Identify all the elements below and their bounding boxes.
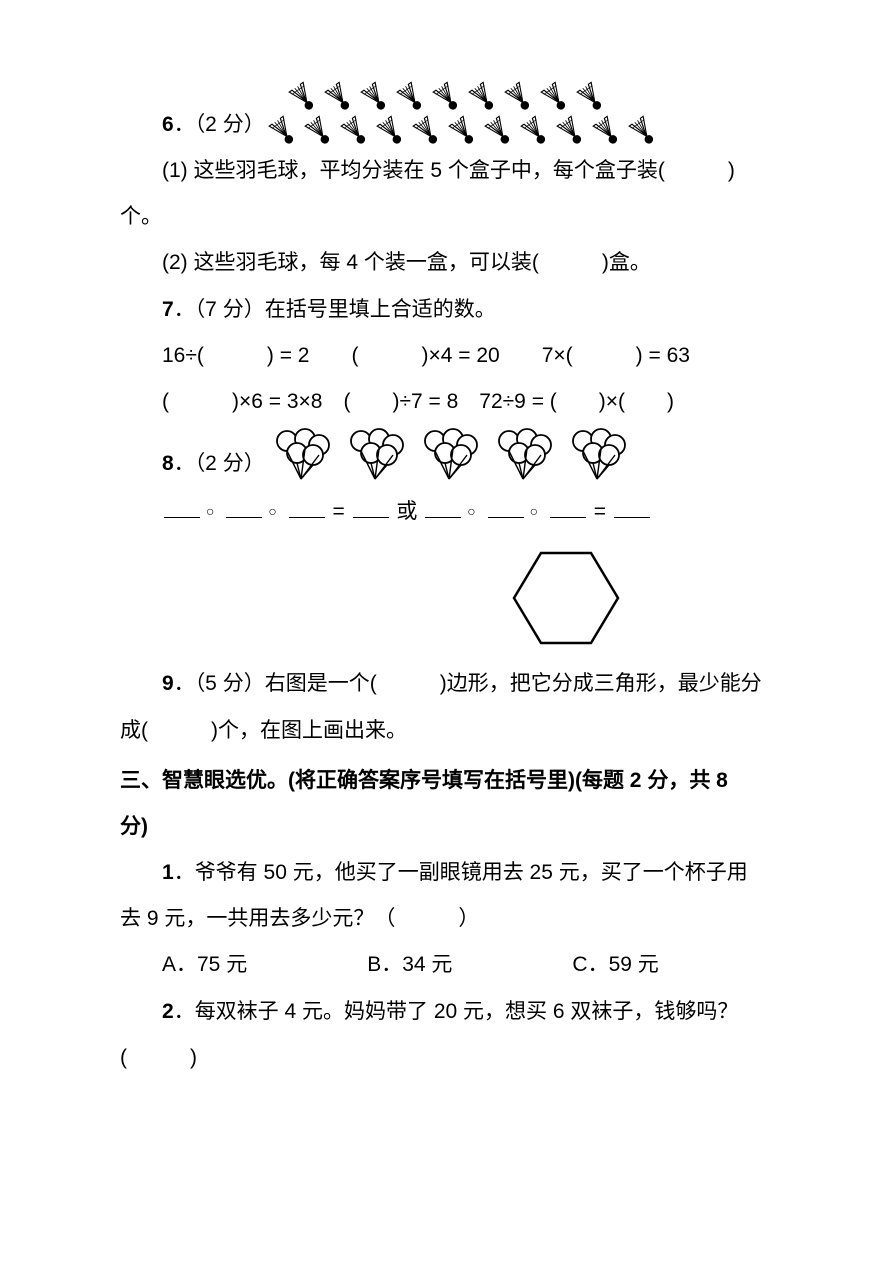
- q9-number: 9: [162, 672, 174, 695]
- s3q1-line1: 1．爷爷有 50 元，他买了一副眼镜用去 25 元，买了一个杯子用: [120, 850, 892, 896]
- q6-number: 6: [162, 113, 174, 136]
- q8-equation-line: ○ ○ = 或 ○ ○ =: [120, 489, 892, 535]
- q7-l2a: ( )×6 = 3×8: [162, 390, 322, 413]
- op-circle-2: ○: [268, 503, 276, 519]
- q8-number: 8: [162, 452, 174, 475]
- s3q1-opt-c: C．59 元: [572, 942, 658, 988]
- s3q1-options: A．75 元 B．34 元 C．59 元: [120, 942, 892, 988]
- q9-line2: 成( )个，在图上画出来。: [120, 708, 892, 754]
- op-circle-4: ○: [530, 503, 538, 519]
- blank-6: [488, 494, 524, 518]
- q6-sub1: (1) 这些羽毛球，平均分装在 5 个盒子中，每个盒子装( ): [120, 148, 892, 194]
- op-circle-3: ○: [467, 503, 475, 519]
- s3q2-line2: ( ): [120, 1035, 892, 1081]
- blank-5: [425, 494, 461, 518]
- question-7: 7．（7 分）在括号里填上合适的数。 16÷( ) = 2 ( )×4 = 20…: [120, 287, 892, 426]
- section3-title-b: 分): [120, 804, 892, 850]
- q6-number-points: 6．（2 分）: [120, 102, 265, 148]
- s3q1-number: 1: [162, 861, 174, 884]
- balloon-group: [493, 425, 555, 487]
- q9-line1: 9．（5 分）右图是一个( )边形，把它分成三角形，最少能分: [120, 661, 892, 707]
- blank-7: [550, 494, 586, 518]
- q8-points: （2 分）: [195, 452, 265, 475]
- q7-line1: 16÷( ) = 2 ( )×4 = 20 7×( ) = 63: [120, 333, 892, 379]
- balloon-figure: [265, 425, 635, 487]
- q6-sub2: (2) 这些羽毛球，每 4 个装一盒，可以装( )盒。: [120, 240, 892, 286]
- s3q1-opt-a: A．75 元: [162, 942, 247, 988]
- q9-points: （5 分）: [195, 672, 265, 695]
- q6-points: （2 分）: [195, 113, 265, 136]
- q7-prompt: 在括号里填上合适的数。: [265, 298, 496, 321]
- s3q2-line1: 2．每双袜子 4 元。妈妈带了 20 元，想买 6 双袜子，钱够吗？: [120, 989, 892, 1035]
- q8-header-line: 8．（2 分）: [120, 425, 892, 487]
- shuttlecock-figure: [265, 80, 661, 148]
- section3-question-1: 1．爷爷有 50 元，他买了一副眼镜用去 25 元，买了一个杯子用 去 9 元，…: [120, 850, 892, 989]
- section3-title-a: 三、智慧眼选优。(将正确答案序号填写在括号里)(每题 2 分，共 8: [120, 758, 892, 804]
- s3q2-text-a: 每双袜子 4 元。妈妈带了 20 元，想买 6 双袜子，钱够吗？: [195, 1000, 739, 1023]
- question-6: 6．（2 分）: [120, 80, 892, 287]
- q7-l1c: 7×( ) = 63: [542, 344, 690, 367]
- blank-4: [353, 494, 389, 518]
- question-8: 8．（2 分）: [120, 425, 892, 535]
- op-circle-1: ○: [206, 503, 214, 519]
- s3q1-text-a: 爷爷有 50 元，他买了一副眼镜用去 25 元，买了一个杯子用: [195, 861, 748, 884]
- q7-l2c: 72÷9 = ( )×( ): [479, 390, 674, 413]
- balloon-group: [419, 425, 481, 487]
- section3-question-2: 2．每双袜子 4 元。妈妈带了 20 元，想买 6 双袜子，钱够吗？ ( ): [120, 989, 892, 1081]
- q7-l1a: 16÷( ) = 2: [162, 344, 309, 367]
- q7-points: （7 分）: [195, 298, 265, 321]
- q7-l1b: ( )×4 = 20: [351, 344, 499, 367]
- q7-number: 7: [162, 298, 174, 321]
- q6-sub1-unit: 个。: [120, 194, 892, 240]
- question-9: 9．（5 分）右图是一个( )边形，把它分成三角形，最少能分 成( )个，在图上…: [120, 661, 892, 753]
- blank-8: [614, 494, 650, 518]
- q7-header: 7．（7 分）在括号里填上合适的数。: [120, 287, 892, 333]
- s3q1-line2: 去 9 元，一共用去多少元？（ ）: [120, 896, 892, 942]
- q8-or: 或: [396, 500, 417, 523]
- q7-line2: ( )×6 = 3×8 ( )÷7 = 8 72÷9 = ( )×( ): [120, 379, 892, 425]
- hexagon-figure: [120, 543, 892, 653]
- balloon-group: [567, 425, 629, 487]
- balloon-group: [271, 425, 333, 487]
- blank-1: [164, 494, 200, 518]
- q6-header-line: 6．（2 分）: [120, 80, 892, 148]
- q8-number-points: 8．（2 分）: [120, 441, 265, 487]
- blank-3: [289, 494, 325, 518]
- q9-text-a: 右图是一个( )边形，把它分成三角形，最少能分: [265, 672, 762, 695]
- blank-2: [226, 494, 262, 518]
- s3q2-number: 2: [162, 1000, 174, 1023]
- q7-l2b: ( )÷7 = 8: [343, 390, 458, 413]
- s3q1-opt-b: B．34 元: [367, 942, 452, 988]
- section-3-header: 三、智慧眼选优。(将正确答案序号填写在括号里)(每题 2 分，共 8 分): [120, 758, 892, 850]
- balloon-group: [345, 425, 407, 487]
